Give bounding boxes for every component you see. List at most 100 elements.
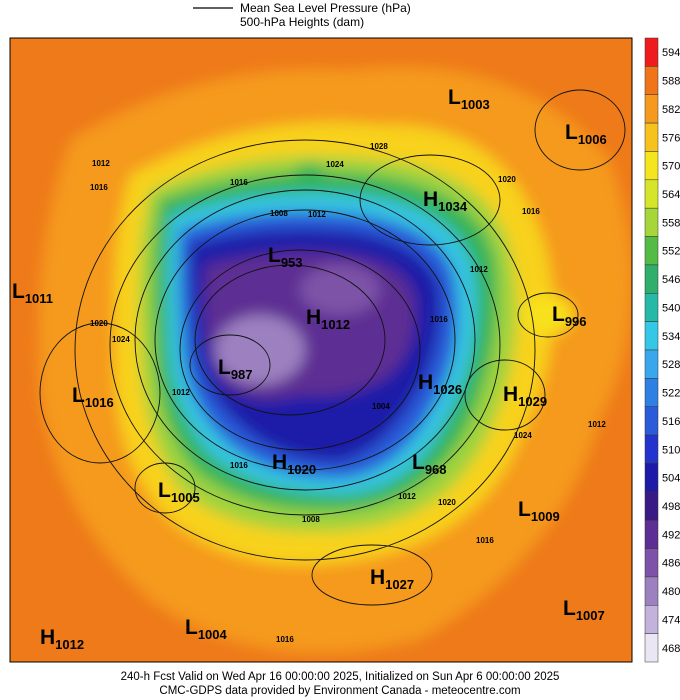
colorbar-bin: [644, 264, 659, 294]
colorbar-label: 570: [662, 161, 680, 173]
center-value: 1020: [287, 462, 316, 477]
colorbar-bin: [644, 349, 659, 379]
center-letter: H: [306, 306, 321, 329]
center-letter: L: [448, 86, 461, 109]
colorbar-label: 546: [662, 274, 680, 286]
colorbar-bin: [644, 519, 659, 549]
colorbar-label: 534: [662, 331, 680, 343]
center-letter: L: [218, 356, 231, 379]
colorbar-bin: [644, 293, 659, 322]
pressure-center: H1020: [272, 451, 316, 477]
contour-label: 1008: [302, 515, 320, 524]
contour-label: 1024: [326, 160, 344, 169]
pressure-center: H1012: [40, 626, 84, 652]
contour-label: 1012: [470, 265, 488, 274]
contour-label: 1016: [230, 461, 248, 470]
center-letter: L: [158, 479, 171, 502]
pressure-center: L1004: [185, 616, 228, 642]
colorbar-bin: [644, 434, 659, 464]
colorbar-label: 552: [662, 246, 680, 258]
colorbar-label: 480: [662, 586, 680, 598]
colorbar-bin: [644, 406, 659, 436]
pressure-center: L968: [412, 451, 447, 477]
center-letter: L: [185, 616, 198, 639]
pressure-center: L996: [552, 303, 587, 329]
contour-label: 1020: [498, 175, 516, 184]
center-value: 1012: [55, 637, 84, 652]
contour-label: 1016: [522, 207, 540, 216]
contour-label: 1008: [270, 209, 288, 218]
colorbar-label: 564: [662, 189, 680, 201]
colorbar-label: 528: [662, 359, 680, 371]
colorbar-label: 594: [662, 47, 680, 59]
colorbar-label: 474: [662, 614, 680, 626]
center-value: 1034: [438, 199, 468, 214]
colorbar-label: 558: [662, 217, 680, 229]
map: [10, 38, 632, 662]
pressure-center: L953: [268, 244, 303, 270]
center-value: 1003: [461, 97, 490, 112]
contour-label: 1024: [514, 431, 532, 440]
center-letter: H: [272, 451, 287, 474]
colorbar-bin: [644, 207, 659, 237]
center-value: 1009: [531, 509, 560, 524]
contour-label: 1024: [112, 335, 130, 344]
colorbar-label: 540: [662, 302, 680, 314]
contour-label: 1012: [398, 492, 416, 501]
colorbar-label: 498: [662, 501, 680, 513]
colorbar-bin: [644, 151, 659, 181]
center-value: 996: [565, 314, 587, 329]
colorbar-bin: [644, 378, 659, 407]
colorbar-label: 576: [662, 132, 680, 144]
colorbar-label: 486: [662, 558, 680, 570]
colorbar-bin: [644, 37, 659, 67]
center-value: 953: [281, 255, 303, 270]
colorbar-label: 492: [662, 529, 680, 541]
pressure-center: H1012: [306, 306, 350, 332]
colorbar-bin: [644, 548, 659, 578]
contour-label: 1012: [588, 420, 606, 429]
contour-label: 1012: [92, 159, 110, 168]
pressure-center: L987: [218, 356, 253, 382]
footer-credit: CMC-GDPS data provided by Environment Ca…: [159, 685, 520, 697]
contour-label: 1016: [430, 315, 448, 324]
center-value: 1005: [171, 490, 200, 505]
center-value: 1029: [518, 394, 547, 409]
map-frame: [9, 37, 633, 663]
center-value: 1026: [433, 382, 462, 397]
footer-line: 240-h Fcst Valid on Wed Apr 16 00:00:00 …: [121, 671, 560, 683]
contour-label: 1020: [90, 319, 108, 328]
pressure-center: L1006: [565, 121, 607, 147]
center-value: 1006: [578, 132, 607, 147]
center-letter: L: [552, 303, 565, 326]
pressure-center: L1007: [563, 597, 605, 623]
pressure-center: L1005: [158, 479, 200, 505]
center-letter: L: [563, 597, 576, 620]
center-letter: L: [518, 498, 531, 521]
contour-label: 1016: [276, 635, 294, 644]
contour-label: 1012: [308, 210, 326, 219]
contour-label: 1028: [370, 142, 388, 151]
pressure-center: H1034: [423, 188, 468, 214]
pressure-center: L1016: [72, 384, 114, 410]
pressure-center: L1003: [448, 86, 490, 112]
center-letter: H: [503, 383, 518, 406]
colorbar-bin: [644, 236, 659, 266]
pressure-center: L1011: [12, 280, 53, 306]
colorbar-label: 468: [662, 643, 680, 655]
center-letter: H: [423, 188, 438, 211]
center-letter: H: [418, 371, 433, 394]
center-value: 968: [425, 462, 447, 477]
center-value: 1012: [321, 317, 350, 332]
colorbar-bin: [644, 179, 659, 209]
colorbar-bin: [644, 94, 659, 124]
colorbar-label: 504: [662, 473, 680, 485]
contour-label: 1016: [230, 178, 248, 187]
legend-mslp: Mean Sea Level Pressure (hPa): [240, 1, 411, 15]
colorbar-label: 522: [662, 388, 680, 400]
pressure-center: L1009: [518, 498, 560, 524]
center-value: 1007: [576, 608, 605, 623]
